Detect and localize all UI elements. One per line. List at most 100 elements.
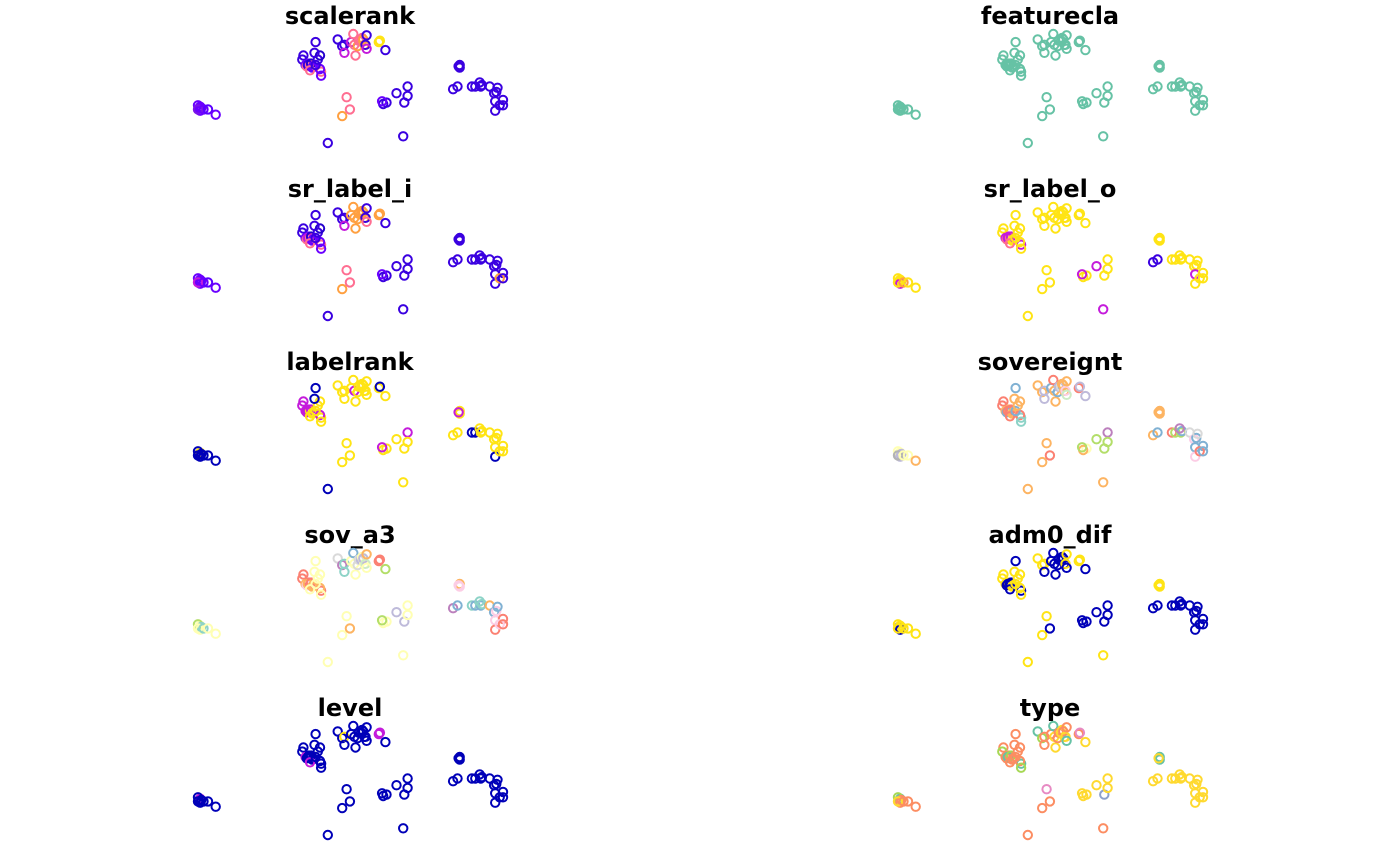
data-point [1194, 100, 1205, 111]
data-point [361, 389, 372, 400]
data-point [1098, 477, 1109, 488]
data-point [341, 438, 352, 449]
data-point [398, 304, 409, 315]
data-point [391, 607, 402, 618]
data-point [314, 396, 326, 407]
panel-level: level [192, 694, 509, 841]
data-point [1010, 405, 1021, 417]
data-point [1098, 131, 1109, 142]
data-point [910, 801, 921, 812]
data-point [1098, 304, 1109, 315]
data-point [1192, 428, 1203, 439]
data-point [1044, 450, 1056, 461]
data-point [344, 796, 356, 807]
data-point [391, 780, 402, 791]
data-point [1192, 601, 1203, 612]
data-point [1044, 104, 1056, 115]
data-point [1174, 77, 1185, 88]
data-point [1041, 611, 1052, 622]
data-point [1004, 238, 1016, 249]
data-point [1015, 70, 1027, 81]
data-point [1050, 396, 1061, 407]
data-point [402, 263, 413, 275]
panel-title: adm0_dif [989, 521, 1112, 549]
data-point [1010, 751, 1021, 763]
data-point [337, 802, 348, 814]
data-point [1102, 81, 1113, 92]
data-point [202, 104, 214, 115]
data-point [315, 416, 327, 427]
data-point [402, 436, 413, 448]
data-point [361, 30, 372, 41]
data-point [910, 455, 921, 466]
data-point [1009, 739, 1020, 750]
data-point [361, 43, 372, 54]
data-point [1102, 609, 1113, 621]
data-point [380, 44, 391, 56]
data-point [198, 796, 209, 807]
data-point [1152, 81, 1163, 92]
data-point [1044, 277, 1056, 288]
data-point [322, 310, 333, 322]
data-point [1153, 61, 1164, 72]
panel-type: type [892, 694, 1209, 841]
data-point [1197, 792, 1209, 803]
data-point [1061, 722, 1072, 733]
data-point [1080, 44, 1091, 56]
data-point [398, 823, 409, 834]
data-point [314, 50, 326, 61]
data-point [1102, 427, 1113, 438]
data-point [322, 137, 333, 149]
data-point [315, 762, 327, 773]
data-point [898, 796, 909, 807]
data-point [1074, 554, 1086, 565]
data-point [898, 450, 909, 461]
data-point [1022, 656, 1034, 668]
data-point [453, 580, 464, 591]
data-point [902, 277, 914, 288]
data-point [1037, 283, 1048, 295]
data-point [322, 829, 333, 841]
data-point [494, 792, 505, 803]
data-point [374, 208, 386, 219]
panel-title: featurecla [981, 2, 1119, 30]
data-point [1050, 569, 1061, 580]
data-point [1015, 589, 1027, 600]
data-point [1076, 96, 1088, 107]
data-point [391, 434, 402, 445]
data-point [309, 47, 320, 58]
data-point [492, 774, 503, 785]
data-point [1091, 607, 1102, 618]
data-point [376, 615, 388, 626]
data-point [348, 28, 359, 40]
data-point [310, 578, 321, 590]
data-point [376, 442, 388, 453]
data-point [1174, 423, 1185, 434]
data-point [374, 554, 386, 565]
data-point [348, 720, 359, 732]
data-point [1076, 615, 1088, 626]
data-point [314, 742, 326, 753]
data-point [198, 104, 209, 115]
data-point [1074, 208, 1086, 219]
data-point [1192, 82, 1203, 94]
data-point [380, 736, 391, 748]
data-point [310, 555, 321, 567]
data-point [1004, 411, 1016, 422]
panel-title: sr_label_o [984, 175, 1117, 203]
data-point [310, 405, 321, 417]
data-point [402, 254, 413, 265]
data-point [304, 238, 316, 249]
data-point [1197, 619, 1209, 630]
data-point [315, 243, 327, 254]
data-point [304, 65, 316, 76]
data-point [1074, 381, 1086, 392]
data-point [1076, 269, 1088, 280]
data-point [474, 77, 485, 88]
data-point [1014, 569, 1026, 580]
data-point [310, 59, 321, 71]
data-point [1061, 203, 1072, 214]
data-point [309, 566, 320, 577]
panel-sr-label-i: sr_label_i [192, 175, 509, 322]
